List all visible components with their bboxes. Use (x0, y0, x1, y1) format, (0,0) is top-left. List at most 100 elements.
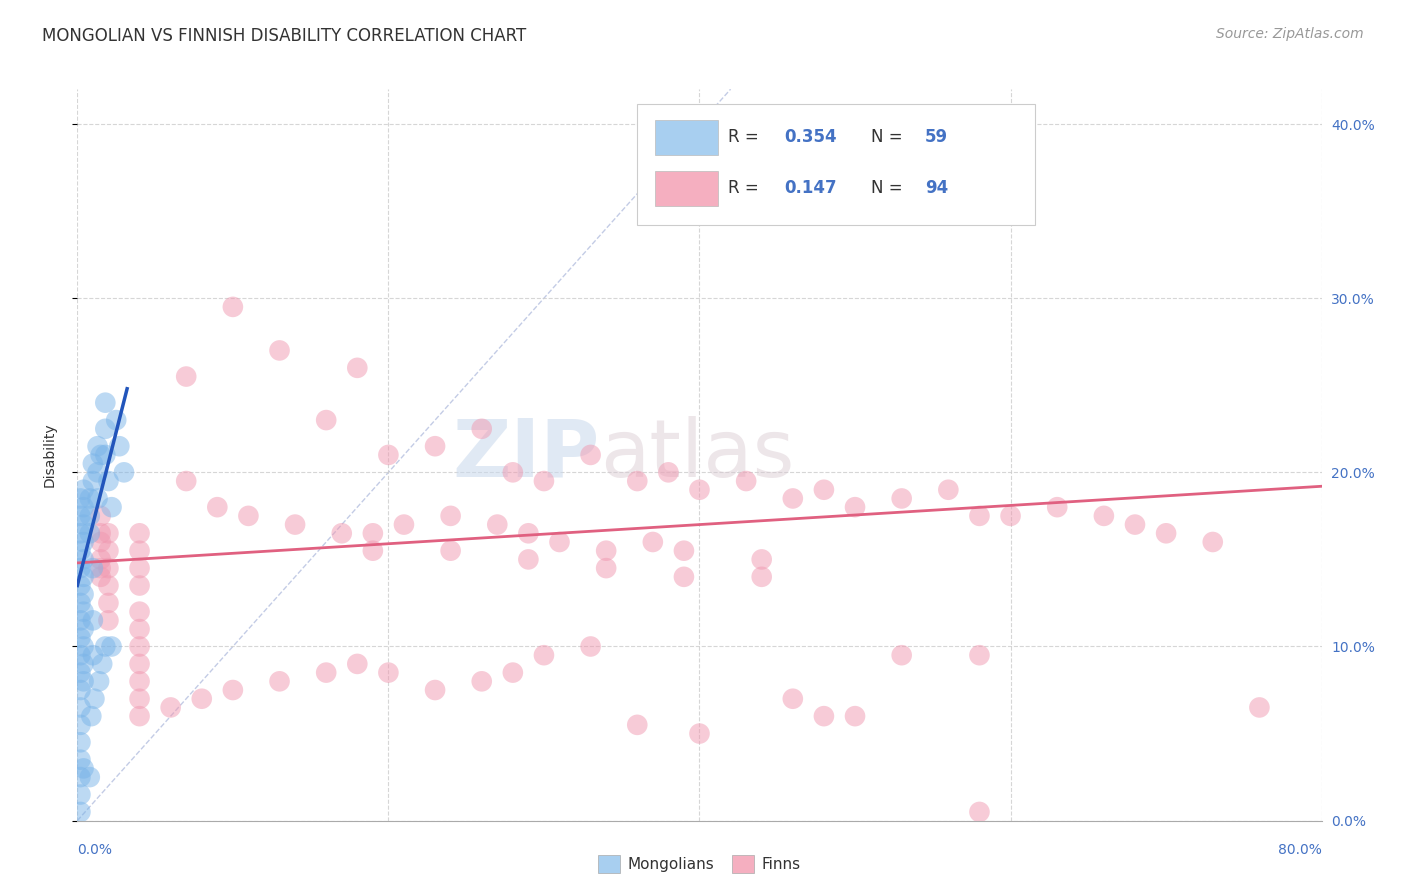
Point (72, 570, 94, 584)
Point (641, 535, 664, 549)
Text: Source: ZipAtlas.com: Source: ZipAtlas.com (1216, 27, 1364, 41)
Point (69, 665, 91, 680)
Point (969, 805, 991, 819)
Point (90, 561, 112, 575)
Point (207, 500, 229, 515)
Point (128, 691, 150, 706)
Point (174, 369, 197, 384)
Point (1249, 700, 1271, 714)
Text: 94: 94 (925, 179, 948, 197)
Point (82, 474, 104, 488)
Point (69, 735, 91, 749)
Point (890, 491, 912, 506)
Point (90, 448, 112, 462)
Point (97, 474, 120, 488)
Point (69, 683, 91, 698)
Text: 0.0%: 0.0% (77, 843, 112, 857)
Point (72, 552, 94, 566)
Point (751, 570, 773, 584)
Point (533, 474, 555, 488)
Point (346, 360, 368, 375)
Point (672, 543, 695, 558)
Point (72, 761, 94, 775)
Point (69, 770, 91, 784)
Point (91, 657, 114, 671)
Point (128, 674, 150, 689)
Point (595, 561, 617, 575)
Point (72, 622, 94, 636)
Point (105, 413, 128, 427)
Point (97, 613, 120, 627)
Point (361, 543, 384, 558)
Point (90, 526, 112, 541)
Point (94, 395, 117, 409)
Point (90, 508, 112, 523)
Point (191, 691, 214, 706)
Point (813, 483, 835, 497)
Text: 80.0%: 80.0% (1278, 843, 1322, 857)
Point (82, 561, 104, 575)
Point (72, 605, 94, 619)
Point (128, 657, 150, 671)
Point (82, 648, 104, 663)
Point (128, 709, 150, 723)
Point (80, 709, 103, 723)
Point (440, 508, 463, 523)
Point (782, 491, 804, 506)
Point (174, 474, 197, 488)
Point (69, 718, 91, 732)
Text: N =: N = (872, 179, 908, 197)
Point (94, 422, 117, 436)
FancyBboxPatch shape (655, 120, 718, 155)
Text: 59: 59 (925, 128, 948, 145)
Point (97, 561, 120, 575)
Point (735, 474, 758, 488)
Point (69, 491, 91, 506)
Point (128, 578, 150, 592)
Point (502, 665, 524, 680)
Point (626, 474, 648, 488)
Point (471, 422, 494, 436)
Text: 0.147: 0.147 (785, 179, 837, 197)
Point (1123, 517, 1146, 532)
Point (222, 683, 245, 698)
Point (128, 526, 150, 541)
Point (72, 657, 94, 671)
Point (377, 448, 399, 462)
Text: R =: R = (728, 128, 763, 145)
Point (1092, 508, 1115, 523)
Point (969, 508, 991, 523)
Point (94, 640, 117, 654)
Point (79, 491, 101, 506)
Point (90, 552, 112, 566)
Point (471, 674, 494, 689)
Point (72, 535, 94, 549)
Point (87, 674, 110, 689)
Point (97, 526, 120, 541)
Point (813, 709, 835, 723)
Point (159, 700, 181, 714)
Point (689, 726, 711, 740)
Point (79, 526, 101, 541)
Point (128, 543, 150, 558)
Point (72, 517, 94, 532)
Point (392, 517, 415, 532)
Point (69, 788, 91, 802)
Point (346, 657, 368, 671)
Point (90, 570, 112, 584)
Point (844, 500, 866, 515)
Point (90, 535, 112, 549)
Point (579, 640, 602, 654)
Point (486, 517, 509, 532)
Point (689, 483, 711, 497)
Point (69, 648, 91, 663)
Point (69, 508, 91, 523)
Point (97, 543, 120, 558)
Point (377, 665, 399, 680)
Point (112, 466, 135, 480)
FancyBboxPatch shape (637, 103, 1035, 225)
Point (548, 535, 571, 549)
Point (238, 508, 260, 523)
Point (969, 648, 991, 663)
Point (72, 500, 94, 515)
